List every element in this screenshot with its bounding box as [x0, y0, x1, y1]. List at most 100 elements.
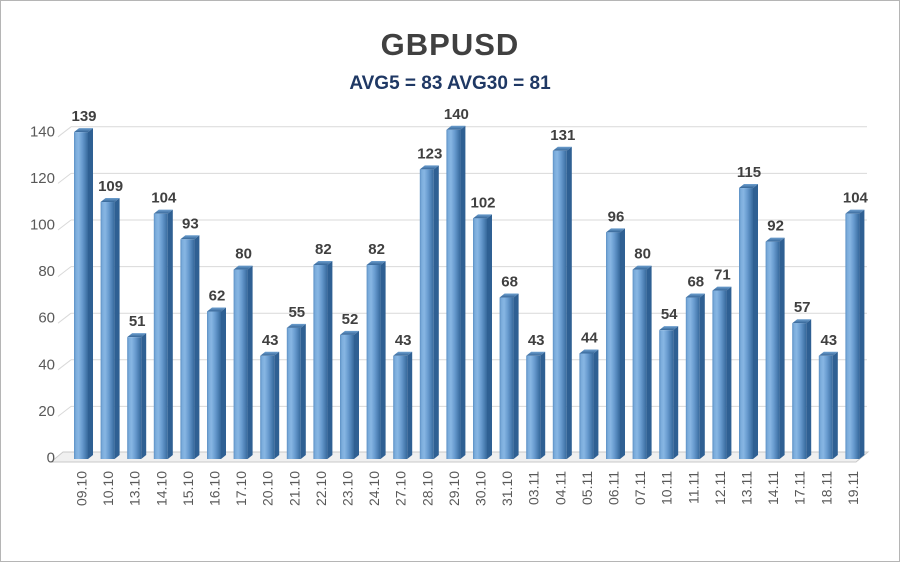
- bar-value-label: 43: [820, 332, 837, 349]
- x-tick-label: 22.10: [313, 471, 329, 506]
- bar-side-face: [380, 260, 386, 459]
- x-tick-label: 10.11: [659, 471, 675, 505]
- y-tick-label: 40: [38, 356, 55, 373]
- x-tick-label: 29.10: [446, 471, 462, 506]
- bar: [845, 213, 860, 459]
- bar-group: [606, 228, 625, 459]
- bar-top-face: [153, 209, 173, 214]
- bar-value-label: 52: [342, 311, 359, 328]
- y-tick-label: 120: [30, 170, 55, 187]
- bar-top-face: [685, 293, 705, 298]
- bar-side-face: [646, 265, 652, 459]
- bar: [446, 129, 461, 460]
- bar-value-label: 43: [528, 332, 545, 349]
- bar: [659, 330, 674, 459]
- bar-side-face: [673, 326, 679, 459]
- x-tick-label: 31.10: [499, 471, 515, 506]
- wall-connector: [57, 126, 72, 138]
- bar-top-face: [579, 349, 599, 354]
- y-tick-label: 60: [38, 310, 55, 327]
- bar-value-label: 96: [608, 208, 625, 225]
- bar-value-label: 115: [737, 164, 761, 181]
- bar-top-face: [552, 146, 572, 151]
- bar-group: [127, 333, 147, 459]
- bar-top-face: [100, 198, 120, 203]
- bar-value-label: 104: [843, 190, 869, 207]
- bar: [765, 241, 780, 459]
- bar: [286, 327, 301, 459]
- bar-value-label: 123: [417, 145, 442, 162]
- x-tick-label: 30.10: [473, 471, 489, 506]
- x-tick-label: 17.11: [792, 471, 808, 505]
- x-tick-label: 27.10: [393, 471, 409, 506]
- bar-top-face: [313, 260, 333, 265]
- bar-top-face: [818, 351, 838, 356]
- x-tick-label: 16.10: [207, 471, 223, 506]
- bar-value-label: 109: [98, 178, 123, 195]
- bar-group: [207, 307, 226, 459]
- bar: [526, 355, 541, 459]
- bar-top-face: [659, 326, 679, 331]
- bar-value-label: 68: [501, 274, 518, 291]
- bar-side-face: [540, 351, 546, 459]
- bar-group: [632, 265, 652, 459]
- x-tick-label: 06.11: [606, 471, 622, 505]
- bar-side-face: [726, 286, 732, 459]
- x-tick-label: 04.11: [552, 471, 568, 505]
- x-tick-label: 13.10: [127, 471, 143, 506]
- bar-group: [499, 293, 519, 459]
- x-tick-label: 14.11: [765, 471, 781, 505]
- bar: [340, 334, 354, 459]
- x-tick-label: 15.10: [180, 471, 196, 506]
- bar-side-face: [699, 293, 705, 459]
- bar-group: [180, 235, 200, 459]
- bar-value-label: 104: [151, 190, 177, 207]
- bar: [552, 150, 567, 459]
- bar-side-face: [859, 209, 865, 459]
- bar-group: [712, 286, 732, 459]
- y-tick-label: 100: [30, 217, 55, 234]
- bar-group: [100, 198, 120, 459]
- bar: [153, 213, 168, 459]
- bar-value-label: 43: [262, 332, 279, 349]
- bar-top-face: [765, 237, 785, 242]
- bar-value-label: 140: [444, 106, 469, 123]
- bar: [473, 218, 487, 459]
- bar: [260, 355, 275, 459]
- bar: [685, 297, 700, 459]
- bar-value-label: 44: [581, 329, 598, 346]
- bar-side-face: [832, 351, 838, 459]
- bar-group: [393, 351, 413, 459]
- bar-side-face: [806, 319, 812, 459]
- bar-group: [818, 351, 838, 459]
- bar-top-face: [712, 286, 732, 291]
- bar: [393, 355, 408, 459]
- bar-value-label: 51: [129, 313, 146, 330]
- wall-connector: [57, 359, 72, 371]
- bar-top-face: [739, 184, 758, 189]
- bar: [818, 355, 833, 459]
- bar-value-label: 131: [550, 127, 575, 144]
- y-tick-label: 140: [30, 123, 55, 140]
- y-tick-label: 80: [38, 263, 55, 280]
- bar-side-face: [513, 293, 519, 459]
- bar-value-label: 71: [714, 267, 731, 284]
- bar: [74, 132, 88, 459]
- bar-side-face: [620, 228, 625, 459]
- bar-side-face: [487, 214, 492, 459]
- bar-top-face: [446, 125, 466, 130]
- bar-group: [366, 260, 386, 459]
- bar-group: [845, 209, 865, 459]
- bar-group: [340, 330, 359, 459]
- bar-value-label: 139: [71, 108, 96, 125]
- bar-side-face: [327, 260, 333, 459]
- bar-group: [792, 319, 812, 459]
- y-tick-label: 0: [47, 450, 55, 467]
- bar: [606, 232, 620, 459]
- bar-value-label: 57: [794, 299, 811, 316]
- bar-top-face: [127, 333, 147, 338]
- bar-side-face: [141, 333, 147, 459]
- bar-side-face: [274, 351, 280, 459]
- x-tick-label: 14.10: [153, 471, 169, 506]
